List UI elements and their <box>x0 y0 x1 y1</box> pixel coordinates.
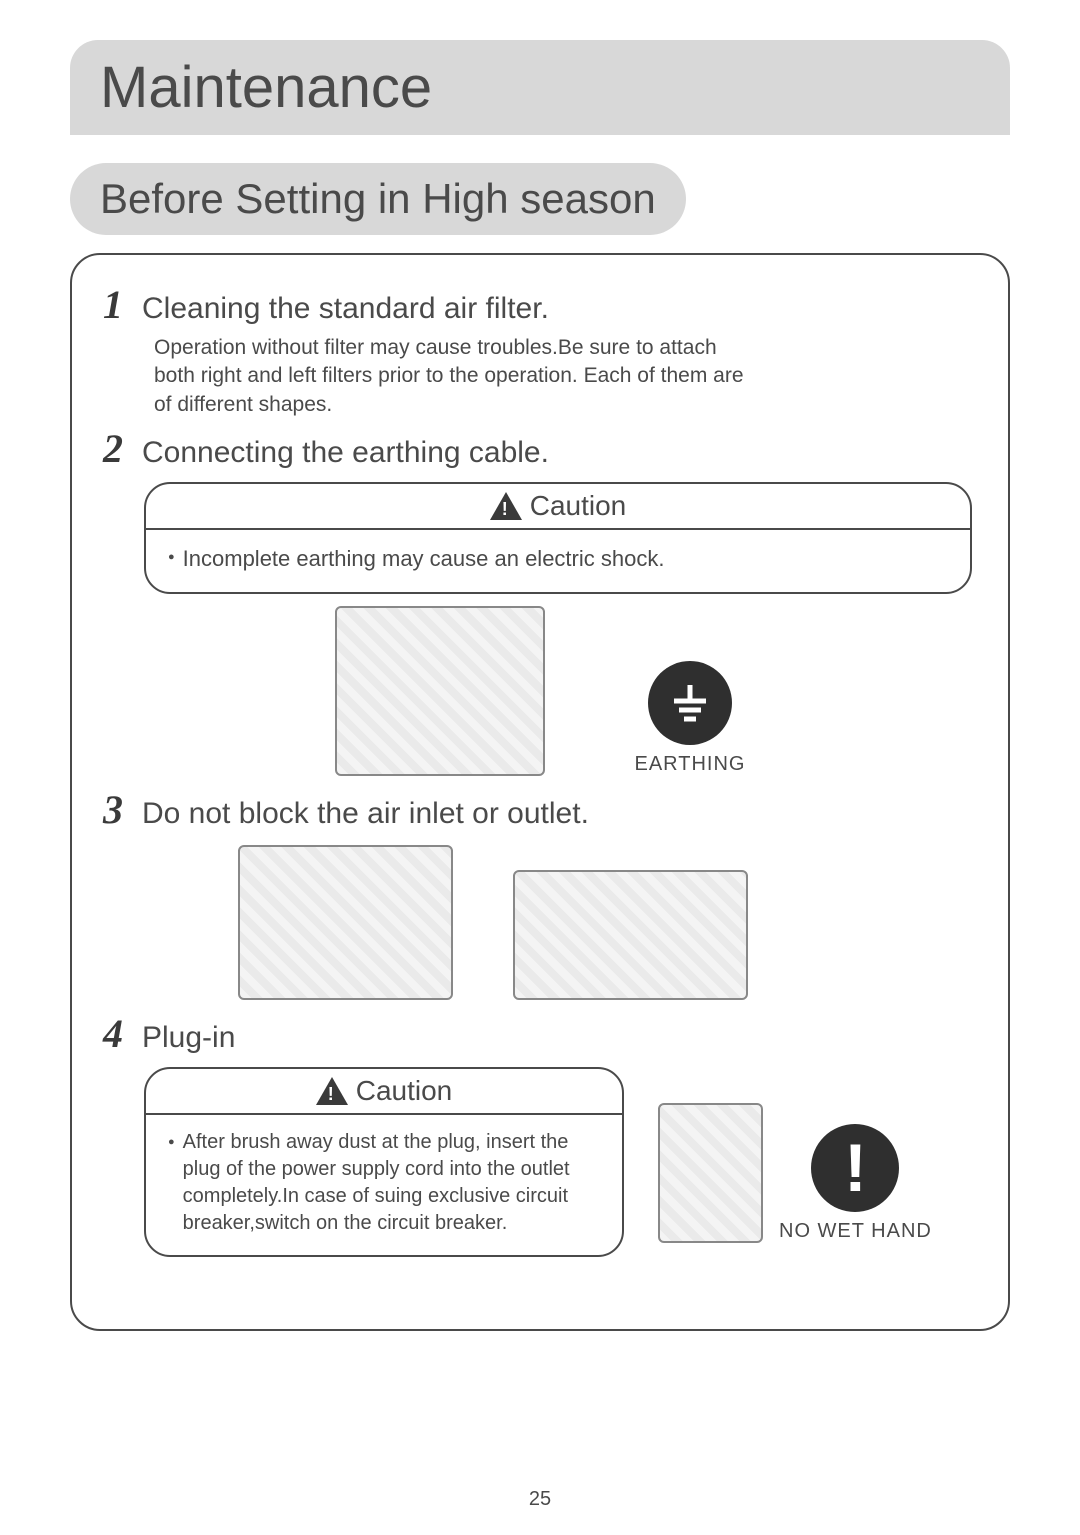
outdoor-unit-illustration <box>335 606 545 776</box>
step-3-head: 3 Do not block the air inlet or outlet. <box>98 786 982 833</box>
illustration-row-earthing: EARTHING <box>98 606 982 776</box>
plug-hand-illustration <box>658 1103 763 1243</box>
caution-label: Caution <box>530 490 627 522</box>
caution-box-earthing: Caution Incomplete earthing may cause an… <box>144 482 972 594</box>
step-4: 4 Plug-in Caution After brush away dust … <box>98 1010 982 1263</box>
step-1-body: Operation without filter may cause troub… <box>154 334 754 419</box>
warning-triangle-icon <box>316 1077 348 1105</box>
page-title-pill: Maintenance <box>70 40 1010 135</box>
caution-head-plugin: Caution <box>146 1069 622 1115</box>
plugin-icons: ! NO WET HAND <box>658 1103 932 1243</box>
earthing-icon <box>648 661 732 745</box>
caution-text: Incomplete earthing may cause an electri… <box>183 544 665 574</box>
step-2-head: 2 Connecting the earthing cable. <box>98 425 982 472</box>
earthing-icon-stack: EARTHING <box>635 661 746 776</box>
step-3: 3 Do not block the air inlet or outlet. <box>98 786 982 1000</box>
caution-bullet-plugin: After brush away dust at the plug, inser… <box>168 1129 600 1237</box>
section-subtitle: Before Setting in High season <box>100 175 656 222</box>
step-4-number: 4 <box>98 1010 128 1057</box>
caution-body-plugin: After brush away dust at the plug, inser… <box>146 1115 622 1255</box>
caution-text-plugin: After brush away dust at the plug, inser… <box>183 1129 600 1237</box>
step-4-head: 4 Plug-in <box>98 1010 982 1057</box>
earthing-label: EARTHING <box>635 753 746 776</box>
outdoor-block-illustration <box>513 870 748 1000</box>
content-box: 1 Cleaning the standard air filter. Oper… <box>70 253 1010 1331</box>
no-wet-hand-label: NO WET HAND <box>779 1220 932 1243</box>
step-2: 2 Connecting the earthing cable. Caution… <box>98 425 982 776</box>
page-number: 25 <box>529 1488 551 1511</box>
caution-bullet: Incomplete earthing may cause an electri… <box>168 544 948 574</box>
page-title: Maintenance <box>100 55 432 120</box>
illustration-row-block <box>238 845 982 1000</box>
caution-head: Caution <box>146 484 970 530</box>
step-1-title: Cleaning the standard air filter. <box>142 292 549 326</box>
step-1-number: 1 <box>98 281 128 328</box>
caution-box-plugin: Caution After brush away dust at the plu… <box>144 1067 624 1257</box>
caution-body: Incomplete earthing may cause an electri… <box>146 530 970 592</box>
exclamation-icon: ! <box>811 1124 899 1212</box>
step-1-head: 1 Cleaning the standard air filter. <box>98 281 982 328</box>
step-4-title: Plug-in <box>142 1021 235 1055</box>
no-wet-hand-stack: ! NO WET HAND <box>779 1124 932 1243</box>
step-3-title: Do not block the air inlet or outlet. <box>142 797 589 831</box>
warning-triangle-icon <box>490 492 522 520</box>
indoor-block-illustration <box>238 845 453 1000</box>
step-2-number: 2 <box>98 425 128 472</box>
step-1: 1 Cleaning the standard air filter. Oper… <box>98 281 982 419</box>
step-3-number: 3 <box>98 786 128 833</box>
section-subtitle-pill: Before Setting in High season <box>70 163 686 235</box>
step-4-row: Caution After brush away dust at the plu… <box>98 1057 982 1263</box>
step-2-title: Connecting the earthing cable. <box>142 436 549 470</box>
caution-label-plugin: Caution <box>356 1075 453 1107</box>
